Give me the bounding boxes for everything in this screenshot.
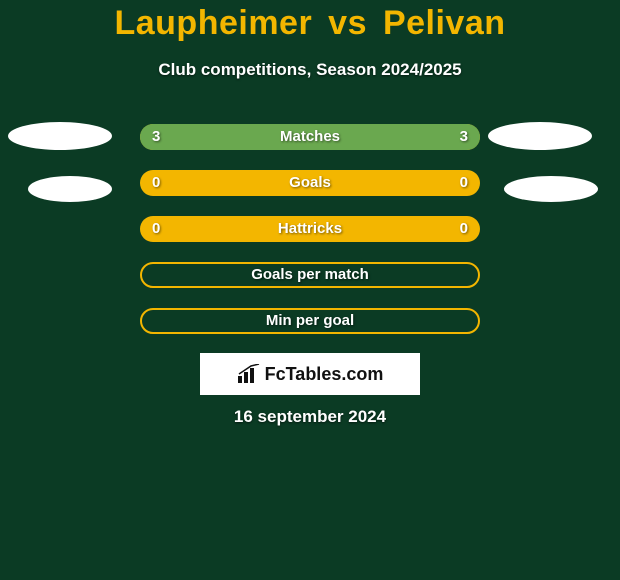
stat-row-goals: 00Goals <box>140 170 480 196</box>
chart-icon <box>237 364 261 384</box>
vs-separator: vs <box>328 4 367 42</box>
photo-placeholder-4 <box>504 176 598 202</box>
comparison-card: Laupheimer vs Pelivan Club competitions,… <box>0 0 620 580</box>
card-title: Laupheimer vs Pelivan <box>0 4 620 43</box>
stat-row-matches: 33Matches <box>140 124 480 150</box>
brand-badge: FcTables.com <box>200 353 420 395</box>
photo-placeholder-2 <box>28 176 112 202</box>
brand-text: FcTables.com <box>265 364 384 385</box>
stat-label: Goals <box>140 170 480 196</box>
photo-placeholder-3 <box>488 122 592 150</box>
card-subtitle: Club competitions, Season 2024/2025 <box>0 60 620 80</box>
stat-label: Matches <box>140 124 480 150</box>
stat-pill-goals-per-match: Goals per match <box>140 262 480 288</box>
player1-name: Laupheimer <box>114 4 312 42</box>
stat-row-hattricks: 00Hattricks <box>140 216 480 242</box>
player2-name: Pelivan <box>383 4 506 42</box>
photo-placeholder-1 <box>8 122 112 150</box>
stat-pill-min-per-goal: Min per goal <box>140 308 480 334</box>
stat-label: Hattricks <box>140 216 480 242</box>
date-line: 16 september 2024 <box>0 407 620 427</box>
